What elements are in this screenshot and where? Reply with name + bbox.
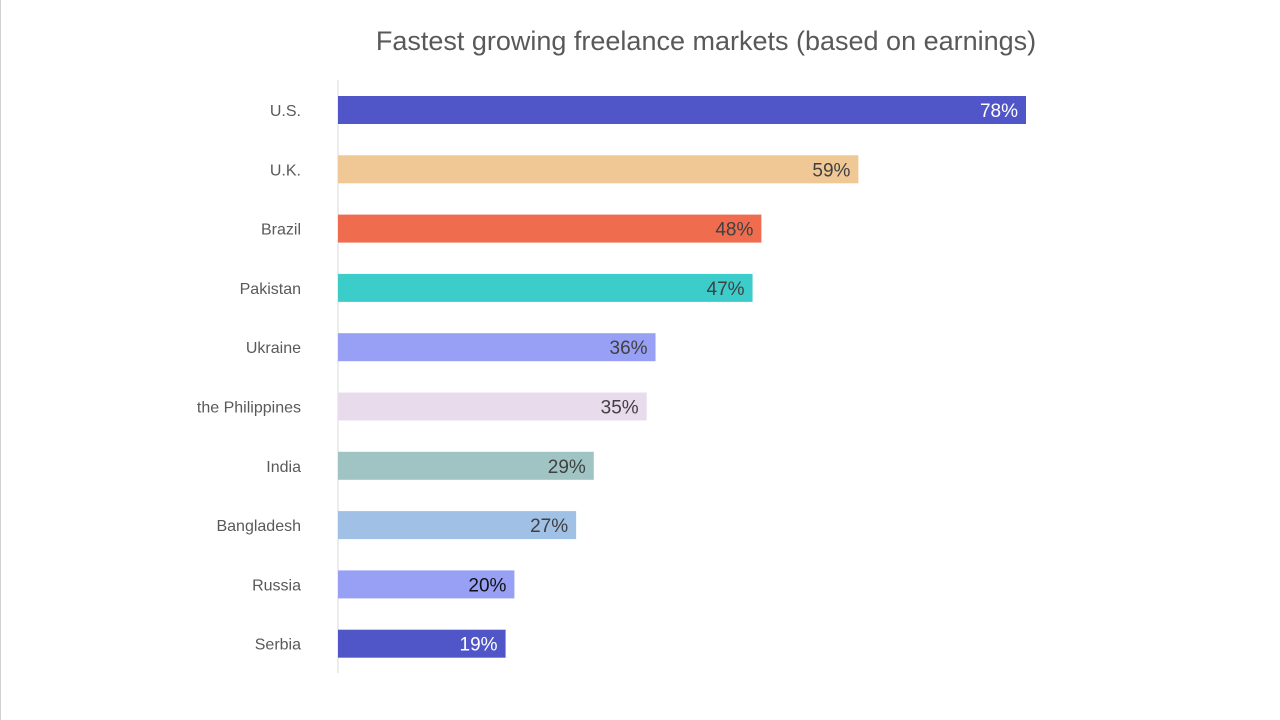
data-label: 48% xyxy=(715,220,753,241)
bar-9 xyxy=(338,629,506,658)
category-label: Serbia xyxy=(255,637,301,654)
bar-0 xyxy=(338,96,1026,124)
category-label: U.K. xyxy=(270,162,301,179)
bar-5 xyxy=(338,392,647,421)
data-label: 20% xyxy=(468,575,506,596)
category-label: Ukraine xyxy=(246,340,301,357)
category-label: the Philippines xyxy=(197,400,301,417)
data-label: 47% xyxy=(707,279,745,300)
bar-2 xyxy=(338,214,762,243)
category-label: U.S. xyxy=(270,103,301,120)
bar-7 xyxy=(338,511,577,540)
data-label: 19% xyxy=(460,635,498,656)
bar-8 xyxy=(338,570,515,599)
category-label: India xyxy=(266,459,301,476)
data-label: 35% xyxy=(601,398,639,419)
category-label: Brazil xyxy=(261,222,301,239)
category-label: Bangladesh xyxy=(216,518,301,535)
data-label: 29% xyxy=(548,457,586,478)
bar-3 xyxy=(338,273,753,302)
data-label: 36% xyxy=(610,338,648,359)
category-label: Pakistan xyxy=(240,281,301,298)
category-label: Russia xyxy=(252,577,301,594)
bar-4 xyxy=(338,333,656,362)
bar-1 xyxy=(338,155,859,184)
data-label: 78% xyxy=(980,101,1018,122)
data-label: 59% xyxy=(812,160,850,181)
chart-title: Fastest growing freelance markets (based… xyxy=(375,26,1037,56)
data-label: 27% xyxy=(530,516,568,537)
bar-6 xyxy=(338,451,594,480)
